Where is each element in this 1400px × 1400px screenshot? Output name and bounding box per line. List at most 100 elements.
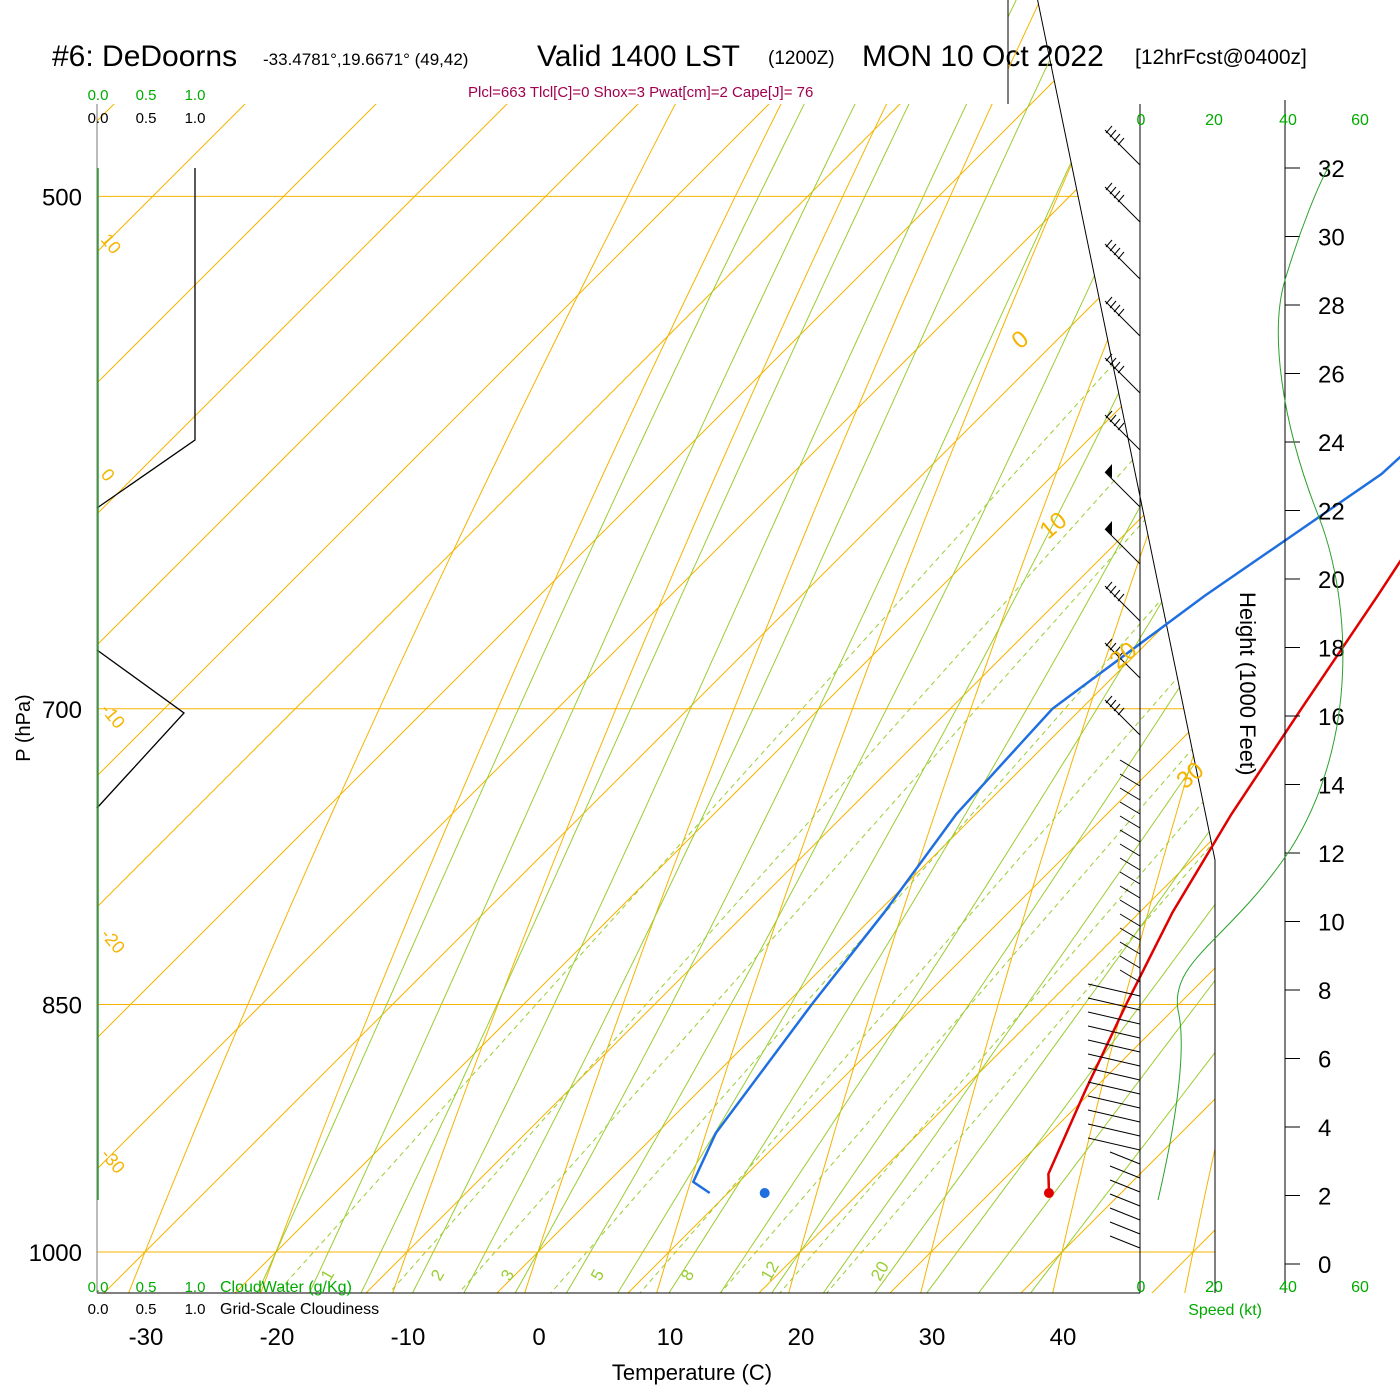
cloudiness-tick-top: 1.0 — [185, 110, 206, 127]
isotherm-line — [785, 0, 1215, 1293]
dry-adiabat-lines — [97, 0, 1215, 1293]
cloudiness-tick-bottom: 1.0 — [185, 1301, 206, 1318]
height-tick-label: 6 — [1318, 1047, 1331, 1074]
wind-barb — [1087, 1025, 1141, 1039]
isotherm-label: 10 — [1035, 507, 1073, 545]
isotherm-label: -20 — [97, 925, 129, 958]
wind-speed-tick-top: 20 — [1205, 112, 1223, 129]
height-tick-label: 16 — [1318, 704, 1345, 731]
isotherm-label: -10 — [97, 700, 129, 733]
moist-adiabat-line — [950, 0, 1215, 1293]
wind-barb — [1104, 585, 1141, 622]
wind-barb-feather — [1113, 361, 1121, 370]
wind-barb — [1104, 300, 1141, 337]
pressure-tick-label: 850 — [42, 992, 82, 1019]
isotherm-line — [392, 0, 1215, 1293]
mixing-ratio-line — [296, 0, 1215, 1293]
wind-barb — [1109, 1235, 1141, 1249]
temperature-tick-label: 30 — [919, 1324, 946, 1351]
wind-barb — [1104, 471, 1141, 508]
isotherm-line — [654, 0, 1215, 1293]
dry-adiabat-line — [1164, 0, 1215, 1293]
title-date: MON 10 Oct 2022 — [862, 40, 1104, 73]
moist-adiabat-line — [358, 0, 1215, 1293]
title-coords: -33.4781°,19.6671° (49,42) — [263, 50, 469, 69]
wind-barb — [1104, 243, 1141, 280]
wind-barb — [1104, 699, 1141, 736]
wind-barb-feather — [1117, 365, 1125, 374]
surface-temperature-marker — [1043, 1187, 1054, 1198]
wind-speed-axis-title: Speed (kt) — [1188, 1302, 1262, 1319]
wind-barb — [1109, 1207, 1141, 1221]
dry-adiabat-line — [356, 0, 1215, 1293]
wind-barb — [1119, 927, 1141, 941]
wind-barb-feather — [1113, 190, 1121, 199]
wind-barb — [1104, 528, 1141, 565]
temperature-tick-label: -10 — [391, 1324, 426, 1351]
mixing-ratio-line — [630, 0, 1215, 1293]
surface-dewpoint-marker — [759, 1187, 770, 1198]
moist-adiabat-line — [259, 0, 1215, 1293]
moist-adiabat-line — [899, 0, 1215, 1293]
wind-barbs — [1087, 104, 1141, 1293]
wind-barb-feather — [1105, 695, 1113, 704]
mixing-ratio-line — [459, 0, 1215, 1293]
moist-adiabat-line — [798, 0, 1215, 1293]
wind-barb — [1087, 1053, 1141, 1067]
wind-barb-feather — [1105, 353, 1113, 362]
isobar-lines — [97, 195, 1215, 1253]
moist-adiabat-line — [407, 0, 1215, 1293]
height-axis-title: Height (1000 Feet) — [1235, 592, 1260, 775]
dry-adiabat-line — [1029, 0, 1215, 1293]
pressure-tick-label: 700 — [42, 697, 82, 724]
mixing-ratio-line — [183, 0, 1215, 1293]
dewpoint-line — [691, 455, 1400, 1195]
wind-barb-feather — [1117, 137, 1125, 146]
cloudiness-tick-bottom: 0.0 — [88, 1301, 109, 1318]
wind-speed-tick-top: 0 — [1137, 112, 1146, 129]
wind-barb-feather — [1109, 357, 1117, 366]
wind-barb — [1109, 1165, 1141, 1179]
wind-barb-feather — [1113, 133, 1121, 142]
title-zulu: (1200Z) — [768, 48, 835, 69]
wind-barb — [1119, 801, 1141, 815]
wind-barb-feather — [1105, 410, 1113, 419]
moist-adiabat-line — [504, 0, 1215, 1293]
dry-adiabat-line — [760, 0, 1215, 1293]
stats-line: Plcl=663 Tlcl[C]=0 Shox=3 Pwat[cm]=2 Cap… — [468, 84, 814, 101]
pressure-tick-label: 500 — [42, 184, 82, 211]
wind-barb-feather — [1109, 129, 1117, 138]
temperature-line — [1047, 559, 1400, 1194]
moist-adiabat-line — [601, 0, 1215, 1293]
cloudiness-tick-top: 0.5 — [136, 110, 157, 127]
wind-barb — [1119, 941, 1141, 955]
wind-barb — [1087, 1011, 1141, 1025]
height-tick-label: 0 — [1318, 1252, 1331, 1279]
isotherm-line — [261, 0, 1215, 1293]
wind-barb-feather — [1109, 243, 1117, 252]
wind-barb — [1109, 1179, 1141, 1193]
height-tick-label: 28 — [1318, 293, 1345, 320]
wind-barb-feather — [1117, 308, 1125, 317]
wind-barb-feather — [1117, 650, 1125, 659]
dry-adiabat-line — [97, 0, 1215, 1293]
height-tick-label: 4 — [1318, 1115, 1331, 1142]
cloudiness-axis-title: Grid-Scale Cloudiness — [220, 1301, 379, 1318]
mixing-ratio-line — [549, 0, 1215, 1293]
isotherm-label: 0 — [97, 465, 119, 486]
wind-barb-feather — [1117, 593, 1125, 602]
height-tick-label: 14 — [1318, 773, 1345, 800]
wind-barb-feather — [1113, 247, 1121, 256]
cloudiness-line-upper — [96, 168, 196, 509]
wind-speed-tick-top: 60 — [1351, 112, 1369, 129]
temperature-tick-label: 40 — [1050, 1324, 1077, 1351]
cloudiness-tick-bottom: 0.5 — [136, 1301, 157, 1318]
plot-frame — [96, 0, 1216, 1294]
wind-barb — [1087, 1137, 1141, 1151]
